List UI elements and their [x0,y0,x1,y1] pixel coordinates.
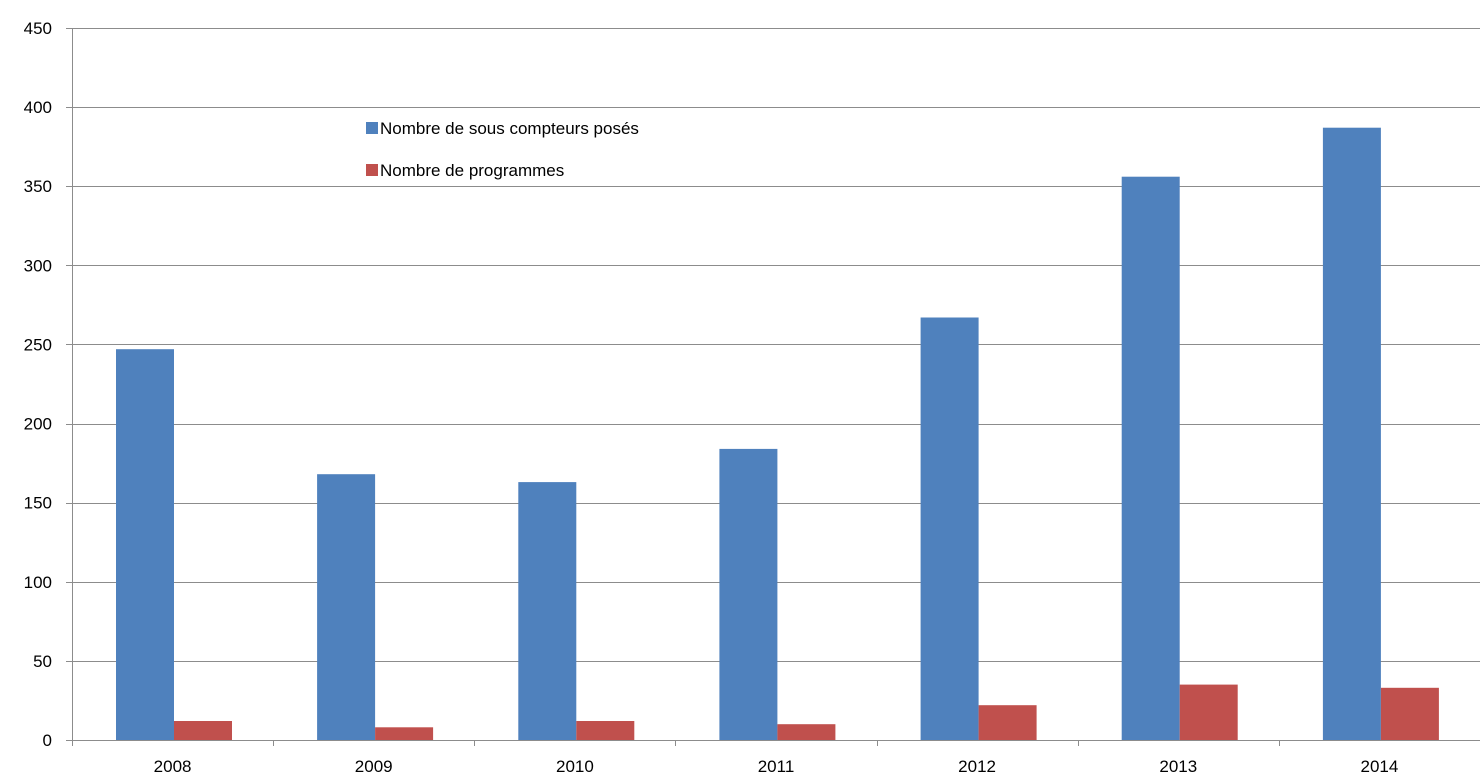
y-tick-label-250: 250 [24,335,52,354]
bar-2012-series-1 [920,317,979,740]
legend-label-series-2: Nombre de programmes [380,161,564,180]
bar-2012-series-2 [978,705,1037,740]
bar-2011-series-1 [719,448,778,740]
gridlines [72,28,1480,662]
bar-2008-series-2 [174,721,232,740]
y-tick-label-100: 100 [24,573,52,592]
y-axis-tick-labels: 0 50 100 150 200 250 300 350 400 450 [24,19,52,750]
x-tick-label-2014: 2014 [1360,757,1398,776]
bar-2013-series-1 [1121,176,1180,740]
legend: Nombre de sous compteurs posés Nombre de… [366,119,639,180]
bar-2011-series-2 [777,724,836,740]
x-axis-tick-labels: 2008 2009 2010 2011 2012 2013 2014 [154,757,1399,776]
x-tick-label-2011: 2011 [758,757,795,776]
bar-2010-series-2 [576,721,635,740]
x-tick-label-2008: 2008 [154,757,192,776]
x-tick-label-2012: 2012 [958,757,996,776]
y-tick-label-450: 450 [24,19,52,38]
y-tick-label-300: 300 [24,256,52,275]
bar-2009-series-1 [317,474,376,740]
bar-2014-series-1 [1322,127,1381,740]
y-tick-label-0: 0 [43,731,52,750]
axes [66,28,1480,746]
y-tick-label-350: 350 [24,177,52,196]
x-tick-label-2013: 2013 [1159,757,1197,776]
y-tick-label-400: 400 [24,98,52,117]
legend-label-series-1: Nombre de sous compteurs posés [380,119,639,138]
x-tick-label-2009: 2009 [355,757,393,776]
legend-swatch-series-2 [366,164,378,176]
bar-2013-series-2 [1179,684,1238,740]
y-tick-label-200: 200 [24,415,52,434]
y-tick-label-50: 50 [33,652,52,671]
x-tick-label-2010: 2010 [556,757,594,776]
bars [116,127,1439,740]
bar-2010-series-1 [518,482,577,740]
legend-swatch-series-1 [366,122,378,134]
bar-2014-series-2 [1380,687,1439,740]
y-tick-label-150: 150 [24,494,52,513]
bar-2009-series-2 [375,727,434,740]
bar-2008-series-1 [116,349,174,740]
